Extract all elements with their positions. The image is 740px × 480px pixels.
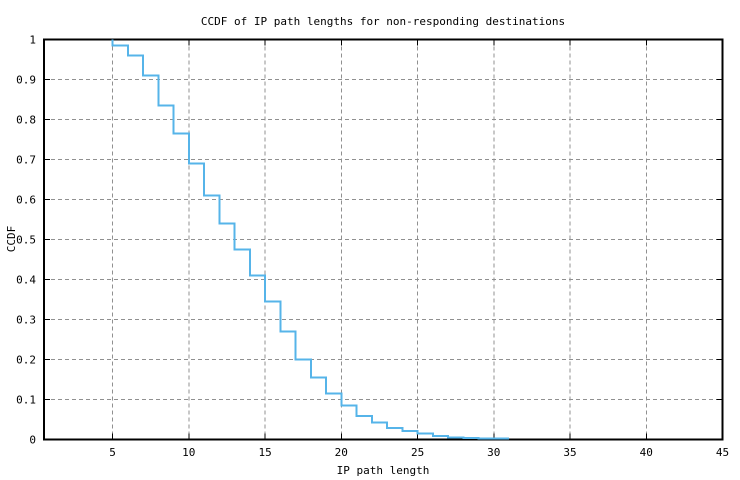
x-tick-label: 40 (640, 446, 653, 459)
y-tick-label: 0.3 (16, 313, 36, 326)
x-tick-label: 5 (109, 446, 116, 459)
x-tick-label: 35 (563, 446, 576, 459)
chart-title: CCDF of IP path lengths for non-respondi… (201, 15, 565, 28)
x-tick-label: 30 (487, 446, 500, 459)
y-tick-label: 0.6 (16, 193, 36, 206)
x-tick-label: 20 (335, 446, 348, 459)
y-tick-label: 0.4 (16, 273, 36, 286)
x-tick-label: 25 (411, 446, 424, 459)
y-tick-labels: 0 0.1 0.2 0.3 0.4 0.5 0.6 0.7 0.8 0.9 1 (16, 33, 36, 446)
y-tick-label: 1 (29, 33, 36, 46)
y-tick-label: 0.7 (16, 153, 36, 166)
label-layer: CCDF of IP path lengths for non-respondi… (5, 15, 729, 477)
y-axis-label: CCDF (5, 226, 18, 253)
y-tick-label: 0.8 (16, 113, 36, 126)
curve-layer (111, 39, 509, 440)
y-tick-label: 0.5 (16, 233, 36, 246)
y-tick-label: 0 (29, 433, 36, 446)
y-tick-label: 0.2 (16, 353, 36, 366)
ccdf-step-curve (111, 39, 509, 440)
y-tick-label: 0.1 (16, 393, 36, 406)
y-tick-label: 0.9 (16, 73, 36, 86)
x-tick-label: 45 (716, 446, 729, 459)
x-tick-label: 15 (258, 446, 271, 459)
x-tick-label: 10 (182, 446, 195, 459)
grid-layer (44, 39, 723, 440)
x-tick-labels: 5 10 15 20 25 30 35 40 45 (109, 446, 729, 459)
plot-border (43, 38, 724, 441)
x-axis-label: IP path length (337, 464, 430, 477)
